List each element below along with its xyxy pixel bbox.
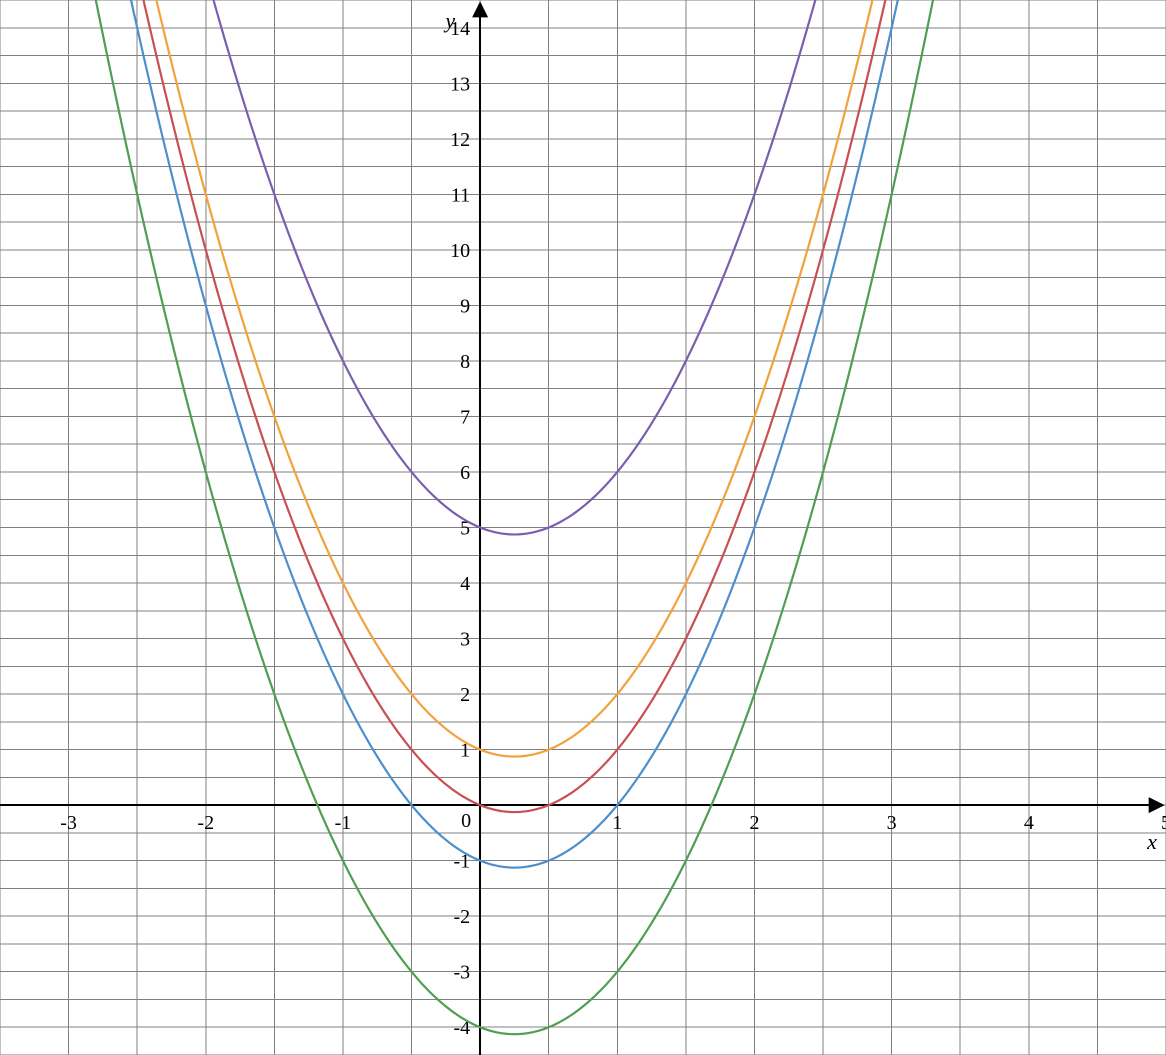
x-tick-label: 3: [887, 812, 897, 834]
x-tick-label: -1: [335, 812, 352, 834]
y-tick-labels: -4-3-2-11234567891011121314: [450, 18, 470, 1039]
curve-group: [0, 0, 1166, 1034]
x-tick-label: 4: [1024, 812, 1034, 834]
x-tick-label: 1: [612, 812, 622, 834]
x-tick-label: 2: [749, 812, 759, 834]
y-tick-label: 4: [460, 573, 470, 595]
y-tick-label: 9: [460, 295, 470, 317]
y-tick-label: 13: [450, 73, 470, 95]
y-tick-label: 12: [450, 129, 470, 151]
x-tick-label: 0: [461, 810, 471, 832]
y-axis-label: y: [443, 8, 455, 33]
x-tick-label: -3: [60, 812, 77, 834]
y-tick-label: 2: [460, 684, 470, 706]
y-tick-label: 7: [460, 406, 470, 428]
y-tick-label: 3: [460, 629, 470, 651]
y-tick-label: -3: [453, 962, 470, 984]
y-tick-label: -2: [453, 906, 470, 928]
y-tick-label: 8: [460, 351, 470, 373]
grid-major: [0, 0, 1166, 1055]
x-axis-label: x: [1146, 829, 1157, 854]
x-tick-label: 5: [1161, 812, 1166, 834]
y-tick-label: 6: [460, 462, 470, 484]
curve-green: [0, 0, 1166, 1034]
y-tick-label: 10: [450, 240, 470, 262]
curve-red: [0, 0, 1166, 812]
parabola-chart: -3-2-1012345 -4-3-2-11234567891011121314…: [0, 0, 1166, 1055]
curve-orange: [0, 0, 1166, 757]
x-tick-labels: -3 -2 -1 0 1 2 3 4 5: [60, 810, 1166, 834]
x-tick-label: -2: [197, 812, 214, 834]
y-tick-label: 11: [451, 184, 470, 206]
